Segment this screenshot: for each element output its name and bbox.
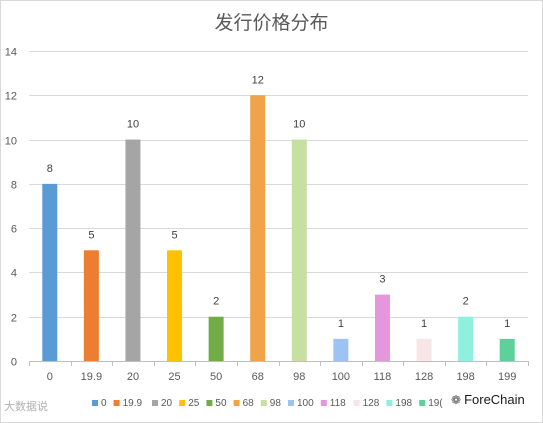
x-tick-label: 50 xyxy=(210,371,222,383)
y-tick-label: 0 xyxy=(11,357,17,369)
gridlines xyxy=(29,51,528,362)
legend-label: 68 xyxy=(243,398,255,409)
data-label: 10 xyxy=(127,119,139,131)
x-tick-label: 20 xyxy=(127,371,139,383)
x-tick-label: 118 xyxy=(374,371,392,383)
x-tick-label: 198 xyxy=(456,371,474,383)
bar-0 xyxy=(42,183,58,361)
bar-19.9 xyxy=(83,250,99,361)
legend-label: 118 xyxy=(330,398,346,409)
legend-swatch xyxy=(152,400,158,406)
watermark-left: 大数据说 xyxy=(4,400,48,413)
data-label: 12 xyxy=(252,74,264,86)
x-tick-label: 100 xyxy=(332,371,350,383)
bar-100 xyxy=(333,338,349,361)
y-tick-label: 10 xyxy=(5,136,17,148)
data-label: 3 xyxy=(379,274,385,286)
bar-118 xyxy=(374,294,390,361)
y-tick-label: 8 xyxy=(11,180,17,192)
legend-swatch xyxy=(92,400,98,406)
x-tick-label: 98 xyxy=(293,371,305,383)
wechat-icon: ❁ xyxy=(451,392,462,407)
legend-swatch xyxy=(419,400,426,406)
x-tick-label: 128 xyxy=(415,371,433,383)
x-tick-label: 25 xyxy=(168,371,180,383)
legend-label: 0 xyxy=(101,398,107,409)
data-label: 5 xyxy=(171,229,177,241)
legend-swatch xyxy=(288,400,294,406)
bar-198 xyxy=(458,316,474,361)
legend-swatch xyxy=(233,400,240,406)
y-tick-label: 6 xyxy=(11,224,17,236)
x-tick-label: 199 xyxy=(498,371,516,383)
bar-68 xyxy=(250,95,266,362)
y-tick-label: 4 xyxy=(11,268,17,280)
legend-swatch xyxy=(320,400,327,406)
watermark-right-text: ForeChain xyxy=(464,392,525,407)
bar-98 xyxy=(291,139,307,361)
data-label: 1 xyxy=(338,318,344,330)
bar-25 xyxy=(167,250,183,361)
legend-label: 128 xyxy=(363,398,380,409)
y-tick-label: 12 xyxy=(5,91,17,103)
bar-128 xyxy=(416,338,432,361)
bar-20 xyxy=(125,139,141,361)
legend-swatch xyxy=(353,400,360,406)
legend-swatch xyxy=(386,400,393,406)
y-tick-label: 14 xyxy=(5,47,17,59)
data-label: 1 xyxy=(504,318,510,330)
x-tick-label: 68 xyxy=(252,371,264,383)
legend-label: 198 xyxy=(395,398,412,409)
bars xyxy=(42,95,515,362)
legend-label: 20 xyxy=(161,398,173,409)
bar-50 xyxy=(208,316,224,361)
legend-swatch xyxy=(113,400,120,406)
chart-title: 发行价格分布 xyxy=(214,12,329,34)
legend-label: 19( xyxy=(428,398,443,409)
legend: 0 19.9 20 25 50 68 98 100 118 128 198 19( xyxy=(92,398,443,409)
data-label: 10 xyxy=(293,119,305,131)
x-tick-label: 19.9 xyxy=(81,371,102,383)
legend-label: 19.9 xyxy=(123,398,143,409)
y-tick-label: 2 xyxy=(11,313,17,325)
legend-label: 50 xyxy=(215,398,227,409)
data-label: 5 xyxy=(88,229,94,241)
x-tick-label: 0 xyxy=(47,371,53,383)
legend-swatch xyxy=(260,400,267,406)
legend-label: 98 xyxy=(270,398,282,409)
data-label: 1 xyxy=(421,318,427,330)
legend-label: 100 xyxy=(297,398,314,409)
legend-swatch xyxy=(179,400,186,406)
bar-199 xyxy=(499,338,515,361)
data-label: 2 xyxy=(213,296,219,308)
data-label: 8 xyxy=(47,163,53,175)
watermark-right: ❁ ForeChain xyxy=(447,391,529,408)
legend-swatch xyxy=(206,400,213,406)
legend-label: 25 xyxy=(188,398,200,409)
data-label: 2 xyxy=(463,296,469,308)
